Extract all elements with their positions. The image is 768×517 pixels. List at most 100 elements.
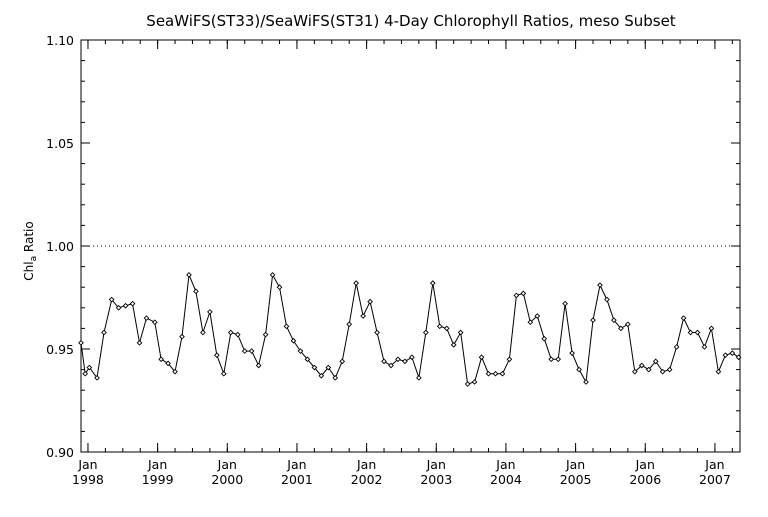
x-tick-month-label: Jan — [77, 457, 97, 472]
data-point — [227, 329, 234, 336]
data-point — [520, 290, 527, 297]
data-point — [729, 350, 736, 356]
data-point — [193, 288, 199, 295]
data-point — [318, 372, 325, 379]
data-point — [534, 313, 541, 319]
data-point — [179, 333, 185, 340]
data-point — [583, 379, 589, 385]
data-point — [569, 350, 575, 356]
data-point — [332, 375, 339, 381]
data-point — [248, 348, 255, 354]
data-point — [499, 370, 506, 377]
data-point — [353, 280, 360, 286]
data-point — [513, 292, 520, 299]
data-point — [694, 329, 701, 336]
data-point — [115, 304, 122, 311]
data-point — [735, 354, 742, 361]
data-point — [311, 364, 318, 371]
data-point — [143, 315, 150, 321]
x-tick-year-label: 2006 — [629, 472, 661, 487]
data-point — [234, 331, 241, 338]
data-point — [409, 354, 415, 361]
data-point — [708, 325, 715, 332]
chart-title: SeaWiFS(ST33)/SeaWiFS(ST31) 4-Day Chloro… — [146, 12, 676, 30]
data-point — [395, 356, 401, 363]
y-tick-label: 1.05 — [46, 136, 74, 151]
y-axis-label-subscript: a — [29, 256, 39, 262]
data-point — [381, 358, 387, 365]
data-point — [297, 348, 304, 354]
data-point — [715, 368, 722, 375]
data-point — [422, 329, 429, 336]
data-point — [367, 298, 373, 305]
x-tick-year-label: 2001 — [281, 472, 313, 487]
x-tick-year-label: 2003 — [420, 472, 452, 487]
data-point — [471, 379, 478, 385]
x-tick-month-label: Jan — [426, 457, 446, 472]
x-tick-month-label: Jan — [495, 457, 515, 472]
data-point — [492, 370, 499, 377]
data-point — [625, 321, 631, 328]
x-tick-year-label: 2007 — [699, 472, 731, 487]
x-tick-month-label: Jan — [565, 457, 585, 472]
data-point — [631, 368, 638, 375]
data-point — [82, 370, 89, 377]
data-point — [165, 360, 171, 367]
y-axis-label-main: Chl — [22, 261, 36, 280]
data-point — [638, 362, 645, 369]
data-point — [457, 329, 464, 336]
data-point — [304, 356, 311, 363]
series-layer — [78, 272, 742, 387]
data-point — [506, 356, 513, 363]
data-point — [618, 325, 624, 332]
x-axis: Jan1998Jan1999Jan2000Jan2001Jan2002Jan20… — [72, 40, 733, 487]
data-point — [276, 284, 283, 291]
x-tick-month-label: Jan — [217, 457, 237, 472]
x-tick-month-label: Jan — [635, 457, 655, 472]
data-point — [673, 344, 680, 350]
data-point — [186, 272, 192, 278]
data-point — [576, 366, 582, 373]
data-point — [152, 319, 158, 326]
data-point — [429, 280, 436, 286]
data-point — [241, 348, 248, 354]
x-tick-year-label: 2005 — [560, 472, 592, 487]
data-point — [659, 368, 666, 375]
data-point — [652, 358, 659, 365]
x-tick-year-label: 1999 — [142, 472, 174, 487]
data-point — [339, 358, 346, 365]
data-point — [122, 302, 129, 309]
data-point — [136, 339, 143, 346]
data-point — [687, 329, 694, 336]
y-tick-label: 1.10 — [46, 33, 74, 48]
data-point — [645, 366, 652, 373]
data-point — [374, 329, 380, 336]
x-tick-year-label: 2000 — [211, 472, 243, 487]
data-point — [207, 309, 213, 315]
data-point — [214, 352, 220, 359]
data-point — [666, 366, 673, 373]
data-point — [541, 335, 548, 342]
series-line — [80, 272, 739, 385]
data-point — [548, 356, 555, 363]
x-tick-month-label: Jan — [147, 457, 167, 472]
data-point — [346, 321, 353, 328]
data-point — [94, 375, 100, 381]
data-point — [443, 325, 450, 332]
data-point — [360, 313, 366, 319]
data-point — [269, 272, 276, 278]
data-point — [436, 323, 443, 330]
data-point — [86, 364, 93, 371]
data-point — [464, 381, 471, 387]
data-point — [200, 329, 206, 336]
data-point — [325, 364, 332, 371]
data-point — [78, 339, 84, 346]
data-point — [590, 317, 596, 323]
y-axis-label: Chla Ratio — [22, 221, 39, 280]
data-point — [220, 370, 227, 377]
data-point — [172, 368, 178, 375]
data-point — [450, 342, 457, 348]
data-point — [108, 296, 115, 303]
